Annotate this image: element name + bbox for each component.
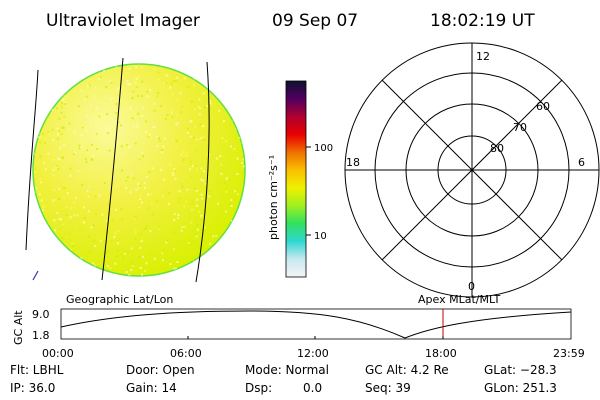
longitude-line-central bbox=[101, 57, 124, 281]
disk-edge-mark bbox=[32, 270, 39, 281]
altitude-ytick-9: 9.0 bbox=[32, 308, 50, 321]
altitude-ylabel: GC Alt bbox=[12, 310, 25, 345]
dsp-label: Dsp: bbox=[245, 381, 273, 395]
header-time: 18:02:19 UT bbox=[430, 11, 535, 31]
glat-readout: GLat: −28.3 bbox=[484, 363, 557, 377]
polar-diagonal-2 bbox=[381, 79, 563, 261]
mlt-label-18: 18 bbox=[346, 156, 360, 169]
altitude-plot: GC Alt 9.0 1.8 00:00 06:00 12:00 18:00 2… bbox=[12, 308, 585, 360]
altitude-xtick-1800: 18:00 bbox=[425, 347, 457, 360]
altitude-xtick-0000: 00:00 bbox=[42, 347, 74, 360]
header-title: Ultraviolet Imager bbox=[46, 11, 200, 31]
longitude-line-west bbox=[25, 69, 39, 251]
ip-readout: IP: 36.0 bbox=[10, 381, 56, 395]
earth-disk-image bbox=[25, 57, 246, 283]
polar-plot bbox=[344, 42, 600, 298]
mlt-label-6: 6 bbox=[578, 156, 585, 169]
altitude-ytick-1-8: 1.8 bbox=[32, 329, 50, 342]
gc-alt-readout: GC Alt: 4.2 Re bbox=[365, 363, 449, 377]
dsp-value: 0.0 bbox=[303, 381, 323, 395]
altitude-xtick-1200: 12:00 bbox=[297, 347, 329, 360]
altitude-plot-frame bbox=[60, 308, 572, 340]
gain-readout: Gain: 14 bbox=[126, 381, 177, 395]
seq-readout: Seq: 39 bbox=[365, 381, 411, 395]
header-date: 09 Sep 07 bbox=[272, 11, 358, 31]
filter-readout: Flt: LBHL bbox=[10, 363, 64, 377]
altitude-curve bbox=[60, 310, 572, 339]
mlat-label-70: 70 bbox=[513, 121, 527, 134]
panel-label-geographic: Geographic Lat/Lon bbox=[66, 293, 173, 306]
mlt-label-12: 12 bbox=[476, 50, 490, 63]
door-readout: Door: Open bbox=[126, 363, 195, 377]
mlat-label-80: 80 bbox=[490, 142, 504, 155]
colorbar-label: photon cm⁻²s⁻¹ bbox=[267, 155, 280, 240]
glon-readout: GLon: 251.3 bbox=[484, 381, 557, 395]
longitude-line-east bbox=[195, 61, 210, 283]
mlt-label-0: 0 bbox=[468, 280, 475, 293]
altitude-xtick-2359: 23:59 bbox=[553, 347, 585, 360]
mlat-label-60: 60 bbox=[536, 100, 550, 113]
colorbar-bar bbox=[285, 80, 307, 278]
colorbar: 100 10 photon cm⁻²s⁻¹ bbox=[267, 80, 333, 278]
colorbar-tick-100: 100 bbox=[314, 143, 333, 154]
colorbar-tick-10: 10 bbox=[314, 231, 327, 242]
panel-label-apex: Apex MLat/MLT bbox=[418, 293, 501, 306]
altitude-xtick-0600: 06:00 bbox=[170, 347, 202, 360]
mode-readout: Mode: Normal bbox=[245, 363, 329, 377]
